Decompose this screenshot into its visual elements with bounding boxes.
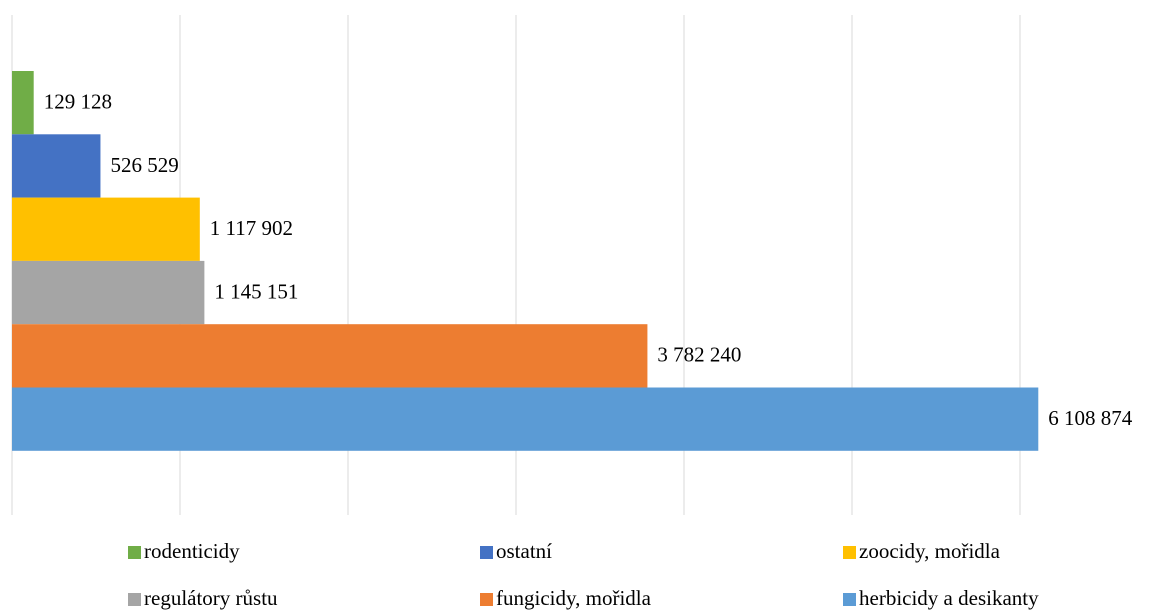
- bar: [12, 71, 34, 135]
- legend-swatch: [128, 593, 141, 606]
- legend-swatch: [843, 593, 856, 606]
- bar: [12, 197, 200, 261]
- legend-swatch: [128, 546, 141, 559]
- data-label: 526 529: [110, 153, 178, 177]
- bar: [12, 260, 205, 325]
- data-label: 129 128: [44, 89, 112, 113]
- legend-swatch: [480, 546, 493, 559]
- legend-label: ostatní: [496, 539, 552, 563]
- legend-swatch: [843, 546, 856, 559]
- bar: [12, 134, 101, 198]
- data-label: 3 782 240: [657, 343, 741, 367]
- data-label: 6 108 874: [1048, 406, 1133, 430]
- legend-label: rodenticidy: [144, 539, 240, 563]
- legend-label: herbicidy a desikanty: [859, 586, 1039, 610]
- bar: [12, 387, 1039, 451]
- bar: [12, 324, 648, 388]
- legend-swatch: [480, 593, 493, 606]
- data-label: 1 145 151: [214, 279, 298, 303]
- legend-label: zoocidy, mořidla: [859, 539, 1001, 563]
- data-label: 1 117 902: [210, 216, 293, 240]
- legend-label: regulátory růstu: [144, 586, 278, 610]
- legend-label: fungicidy, mořidla: [496, 586, 652, 610]
